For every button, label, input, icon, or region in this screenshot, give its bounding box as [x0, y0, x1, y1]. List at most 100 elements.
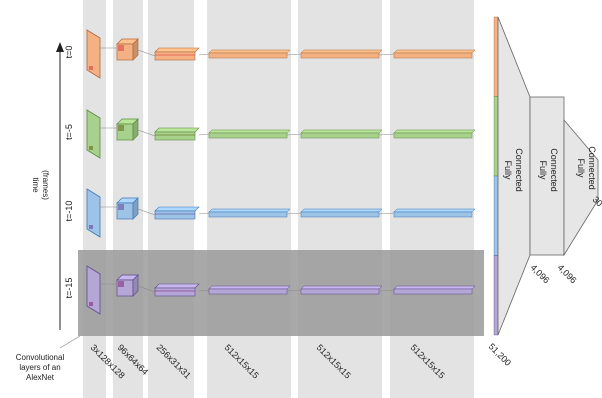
conv1-cube-side — [132, 118, 139, 141]
conv-slab-front — [300, 132, 380, 139]
conv2-slab-top — [154, 206, 200, 212]
conv-slab-front — [393, 288, 473, 295]
conv-slab-front — [208, 52, 288, 59]
output-size-label: 30 — [591, 194, 602, 208]
conv-slab-top — [208, 208, 291, 213]
conv2-slab-top — [154, 283, 200, 289]
connector-line — [286, 133, 302, 136]
conv-slab-top — [208, 129, 291, 134]
conv-slab-top — [208, 49, 291, 54]
connector-line — [137, 129, 156, 137]
conv-slab-front — [208, 132, 288, 139]
input-kernel-patch — [89, 225, 93, 229]
conv-slab-front — [208, 288, 288, 295]
layer-column-band-3 — [207, 0, 291, 398]
input-kernel-patch — [89, 146, 93, 150]
connector-line — [198, 133, 210, 136]
fc-layer-label-line: Fully — [538, 160, 548, 180]
connector-line — [286, 212, 302, 215]
fc-trapezoid-3 — [563, 118, 599, 257]
fc-size-label: 51,200 — [487, 341, 514, 368]
conv-slab-front — [393, 211, 473, 218]
fc-layer-label-line: Connected — [514, 148, 524, 192]
conv-slab-front — [300, 288, 380, 295]
conv1-kernel-patch — [118, 281, 124, 287]
conv1-cube-side — [132, 197, 139, 220]
input-frame-slab — [86, 29, 101, 79]
conv-caption-line: layers of an — [19, 363, 60, 372]
time-axis-label-line: (frames) — [41, 170, 50, 200]
connector-line — [137, 49, 156, 57]
frame-label: t=0 — [64, 46, 74, 59]
conv1-cube-side — [132, 274, 139, 297]
conv-caption-line: Convolutional — [16, 353, 65, 362]
conv2-slab-front — [154, 210, 196, 220]
input-frame-slab — [86, 188, 101, 238]
frame-row-2 — [86, 188, 476, 238]
conv-slab-top — [393, 129, 476, 134]
conv1-cube-side — [132, 38, 139, 61]
conv1-kernel-patch — [118, 204, 124, 210]
time-axis-label-line: time — [31, 177, 40, 193]
connector-line — [137, 208, 156, 216]
conv-caption: Convolutional layers of an AlexNet — [16, 353, 65, 382]
conv-slab-top — [300, 129, 383, 134]
conv-feature-blocks — [86, 29, 476, 315]
fc-layer-label-line: Connected — [587, 146, 597, 190]
conv-slab-front — [300, 52, 380, 59]
frame-row-1 — [86, 109, 476, 159]
fc-block-2 — [529, 96, 565, 256]
layer-column-band-4 — [298, 0, 382, 398]
conv-slab-top — [300, 49, 383, 54]
conv-slab-top — [300, 208, 383, 213]
fc-layer-label-line: Fully — [576, 158, 586, 178]
conv-slab-top — [393, 49, 476, 54]
fc-layer-label: FullyConnected — [503, 148, 524, 192]
conv2-slab-front — [154, 131, 196, 141]
input-kernel-patch — [89, 302, 93, 306]
conv2-slab-front — [154, 51, 196, 61]
frame-row-3 — [86, 265, 476, 315]
input-frame-slab — [86, 265, 101, 315]
conv2-slab-top — [154, 47, 200, 53]
conv-slab-top — [393, 285, 476, 290]
fc-size-label: 4,096 — [556, 262, 579, 285]
fc-trapezoid-1 — [497, 16, 531, 336]
fc-layer-label: FullyConnected — [538, 148, 559, 192]
caption-pointer-line — [59, 335, 81, 349]
fc-size-label: 4,096 — [529, 262, 552, 285]
connector-line — [378, 53, 395, 56]
connector-line — [286, 53, 302, 56]
fc-layer-label: FullyConnected — [576, 146, 597, 190]
layer-column-band-5 — [390, 0, 474, 398]
connector-line — [198, 289, 210, 292]
conv-slab-top — [208, 285, 291, 290]
frame-label: t=-15 — [64, 278, 74, 299]
up-arrow-icon — [56, 42, 64, 52]
time-axis-label: time(frames) — [31, 170, 50, 200]
connector-line — [378, 212, 395, 215]
frame-label: t=-5 — [64, 124, 74, 140]
conv2-slab-front — [154, 287, 196, 297]
conv-slab-front — [300, 211, 380, 218]
fc-layer-label-line: Connected — [549, 148, 559, 192]
input-kernel-patch — [89, 66, 93, 70]
connector-line — [378, 289, 395, 292]
concat-vector-segment-3 — [493, 255, 499, 336]
connector-line — [378, 133, 395, 136]
frame-label: t=-10 — [64, 201, 74, 222]
connector-line — [198, 212, 210, 215]
conv-caption-line: AlexNet — [26, 373, 55, 382]
concat-vector-segment-2 — [493, 175, 499, 256]
concat-vector-segment-1 — [493, 96, 499, 177]
input-frame-slab — [86, 109, 101, 159]
layer-column-bands — [83, 0, 474, 398]
conv-slab-top — [393, 208, 476, 213]
conv-slab-top — [300, 285, 383, 290]
concat-vector-segment-0 — [493, 16, 499, 97]
conv1-kernel-patch — [118, 125, 124, 131]
frame-row-0 — [86, 29, 476, 79]
conv2-slab-top — [154, 127, 200, 133]
connector-line — [286, 289, 302, 292]
